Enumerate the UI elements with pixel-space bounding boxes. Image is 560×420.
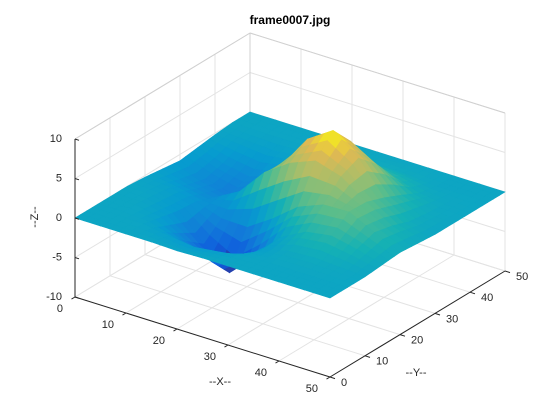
x-tick-label: 0 [57, 303, 63, 315]
box-edge [74, 32, 251, 140]
x-tick [326, 376, 331, 380]
x-tick [122, 312, 127, 316]
grid-line [109, 275, 366, 357]
y-tick [469, 291, 476, 295]
z-tick-label: 5 [56, 172, 62, 184]
y-tick [399, 334, 406, 337]
y-tick [434, 312, 441, 316]
grid-line [278, 254, 455, 362]
z-tick-label: -10 [46, 291, 62, 303]
y-tick-label: 50 [516, 271, 528, 283]
x-tick-label: 20 [153, 335, 165, 347]
box-edge [74, 296, 331, 378]
x-tick [275, 360, 280, 364]
box-edge [329, 270, 506, 378]
x-tick [173, 328, 178, 332]
chart-title: frame0007.jpg [250, 13, 331, 27]
x-tick-label: 10 [102, 319, 114, 331]
y-tick [504, 270, 511, 274]
box-edge [249, 32, 506, 114]
x-tick [224, 344, 229, 348]
grid-line [74, 72, 251, 179]
y-tick-label: 0 [341, 377, 347, 389]
z-tick-label: 10 [50, 133, 62, 145]
z-tick-label: 0 [56, 212, 62, 224]
y-axis-label: --Y-- [406, 367, 427, 379]
z-tick [74, 217, 80, 220]
x-tick-label: 30 [204, 351, 216, 363]
z-tick [74, 138, 80, 141]
z-tick-label: -5 [52, 251, 62, 263]
x-tick [71, 296, 76, 300]
x-tick-label: 40 [255, 367, 267, 379]
z-tick [74, 178, 80, 181]
y-tick [364, 355, 371, 358]
surface-patch [320, 291, 337, 299]
z-axis-label: --Z-- [29, 206, 41, 228]
z-tick [74, 257, 80, 260]
y-tick-label: 40 [481, 292, 493, 304]
y-tick-label: 10 [376, 356, 388, 368]
y-tick-label: 30 [446, 313, 458, 325]
x-axis-label: --X-- [209, 376, 231, 388]
y-tick-label: 20 [411, 335, 423, 347]
grid-line [144, 254, 401, 336]
grid-line [249, 72, 506, 153]
y-tick [329, 376, 336, 380]
x-tick-label: 50 [306, 383, 318, 395]
z-tick [74, 296, 80, 299]
